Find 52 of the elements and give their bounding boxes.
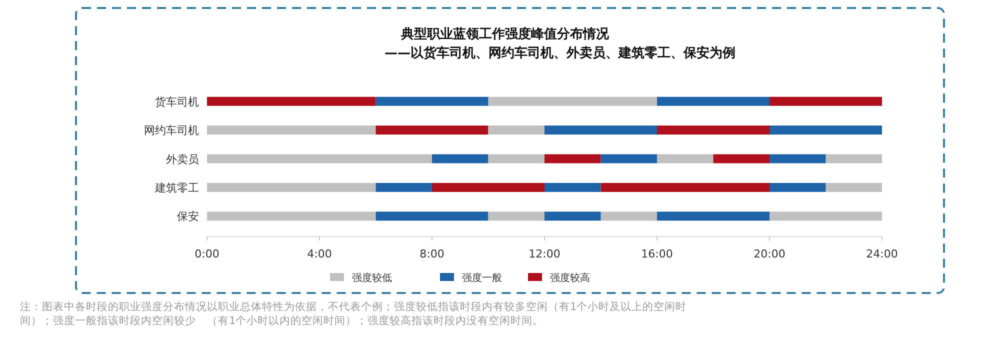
bar [600,154,657,164]
bar [770,182,826,192]
bar [488,154,544,164]
bar [826,182,882,192]
x-tick-label: 8:00 [420,248,444,260]
bar [207,96,376,106]
bar [600,182,770,192]
bar [376,96,488,106]
legend-label: 强度较高 [550,272,590,284]
bar [207,182,376,192]
bar [657,126,770,135]
bar [488,126,544,135]
y-tick-label: 保安 [177,210,199,224]
y-tick-label: 货车司机 [155,95,199,108]
bar [657,96,770,106]
text: 注：图表中各时段的职业强度分布情况以职业总体特性为依据，不代表个例；强度较低指该时段内有较多空闲（有1个小时及以上的空闲时间）；强度一般指该时段内空闲较少 （有1个小时以内的空闲时间）；强度较高指该时段内没有空闲时间。 [20,300,688,328]
bar [713,154,770,164]
bar [544,154,601,164]
bar [657,212,770,221]
y-tick-label: 建筑零工 [154,181,199,194]
bar [207,212,376,221]
legend-label: 强度较低 [352,272,392,284]
bar [432,182,544,192]
bar [770,212,882,221]
y-tick-label: 网约车司机 [144,124,199,138]
x-tick-label: 24:00 [866,248,898,260]
bar [826,154,882,164]
bar [544,212,601,221]
bar [657,154,714,164]
bar [488,212,544,221]
bar [544,126,657,135]
legend-label: 强度一般 [462,272,502,284]
x-tick-label: 4:00 [307,248,332,260]
bar [432,154,488,164]
y-tick-label: 外卖员 [166,152,199,166]
bar [770,154,826,164]
bar [770,126,882,135]
bar [207,126,376,135]
x-tick-label: 20:00 [754,248,786,260]
chart-title: 典型职业蓝领工作强度峰值分布情况 [400,26,610,42]
x-tick-label: 12:00 [528,248,560,260]
x-tick-label: 0:00 [194,248,220,260]
bar [376,212,488,221]
bar [207,154,432,164]
bar [488,96,657,106]
chart-subtitle: ——以货车司机、网约车司机、外卖员、建筑零工、保安为例 [384,45,736,61]
x-tick-label: 16:00 [641,248,673,260]
bar [770,96,882,106]
bar [376,126,488,135]
bar [376,182,432,192]
bar [544,182,601,192]
bar [600,212,657,221]
